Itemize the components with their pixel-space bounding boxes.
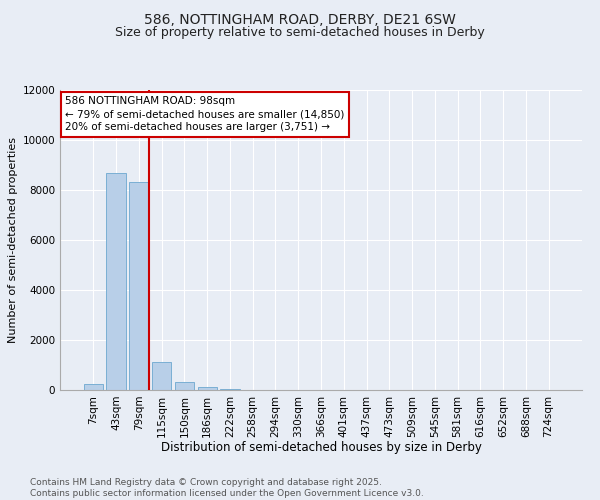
Bar xyxy=(197,387,217,390)
X-axis label: Distribution of semi-detached houses by size in Derby: Distribution of semi-detached houses by … xyxy=(161,441,481,454)
Text: 586, NOTTINGHAM ROAD, DERBY, DE21 6SW: 586, NOTTINGHAM ROAD, DERBY, DE21 6SW xyxy=(144,12,456,26)
Bar xyxy=(220,388,239,390)
Text: 586 NOTTINGHAM ROAD: 98sqm
← 79% of semi-detached houses are smaller (14,850)
20: 586 NOTTINGHAM ROAD: 98sqm ← 79% of semi… xyxy=(65,96,344,132)
Bar xyxy=(106,173,126,390)
Bar xyxy=(84,384,103,390)
Bar xyxy=(129,182,149,390)
Bar xyxy=(175,382,194,390)
Text: Contains HM Land Registry data © Crown copyright and database right 2025.
Contai: Contains HM Land Registry data © Crown c… xyxy=(30,478,424,498)
Bar xyxy=(152,362,172,390)
Text: Size of property relative to semi-detached houses in Derby: Size of property relative to semi-detach… xyxy=(115,26,485,39)
Y-axis label: Number of semi-detached properties: Number of semi-detached properties xyxy=(8,137,18,343)
